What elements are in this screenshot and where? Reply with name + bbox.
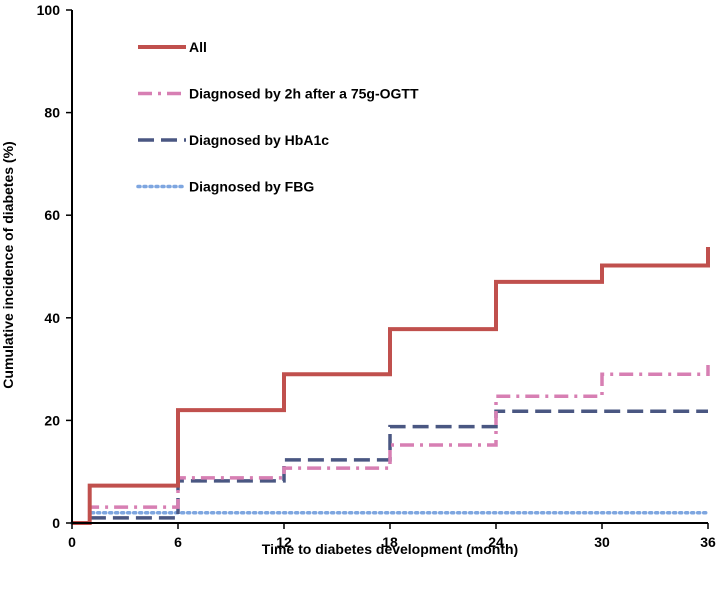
y-tick-label: 100 — [37, 2, 61, 18]
legend-label-2: Diagnosed by HbA1c — [189, 132, 329, 148]
series-layer — [70, 247, 710, 525]
axes-layer — [66, 9, 709, 529]
y-axis-title: Cumulative incidence of diabetes (%) — [0, 141, 16, 388]
y-tick-label: 20 — [44, 412, 60, 428]
legend-label-0: All — [189, 39, 207, 55]
x-tick-label: 18 — [382, 534, 398, 550]
x-tick-label: 24 — [488, 534, 504, 550]
y-tick-label: 40 — [44, 310, 60, 326]
y-tick-label: 60 — [44, 207, 60, 223]
x-tick-label: 12 — [276, 534, 292, 550]
x-tick-label: 0 — [68, 534, 76, 550]
y-tick-label: 0 — [52, 515, 60, 531]
legend-label-3: Diagnosed by FBG — [189, 179, 314, 195]
legend-label-1: Diagnosed by 2h after a 75g-OGTT — [189, 86, 419, 102]
legend: All Diagnosed by 2h after a 75g-OGTT Diagn… — [136, 39, 419, 195]
series-line-0 — [72, 247, 710, 525]
series-line-2 — [72, 409, 708, 525]
tick-labels: 0 6 12 18 24 30 36 0 20 40 60 80 100 — [37, 2, 716, 550]
x-axis-title: Time to diabetes development (month) — [262, 541, 518, 557]
x-tick-label: 6 — [174, 534, 182, 550]
x-tick-label: 36 — [700, 534, 716, 550]
series-line-1 — [72, 365, 710, 525]
y-tick-label: 80 — [44, 105, 60, 121]
x-tick-label: 30 — [594, 534, 610, 550]
